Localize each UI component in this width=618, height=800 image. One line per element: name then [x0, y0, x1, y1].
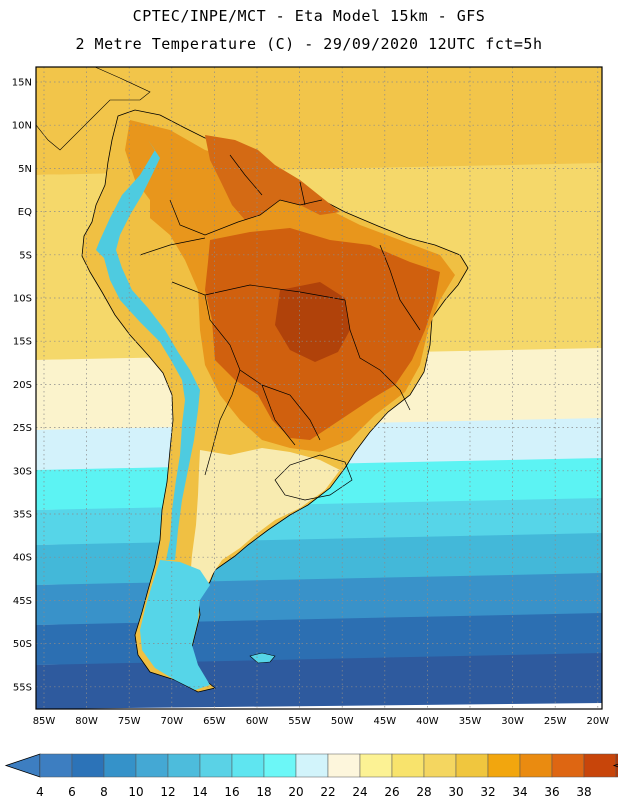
longitude-tick-label: 50W	[331, 716, 354, 727]
longitude-tick-label: 65W	[203, 716, 226, 727]
latitude-tick-label: 25S	[13, 423, 32, 434]
longitude-tick-label: 55W	[288, 716, 311, 727]
colorbar-swatch	[327, 753, 361, 778]
longitude-tick-label: 25W	[544, 716, 567, 727]
colorbar-label: 34	[512, 785, 527, 799]
latitude-tick-label: 30S	[13, 466, 32, 477]
colorbar-swatch	[295, 753, 329, 778]
colorbar-label: 10	[128, 785, 143, 799]
latitude-tick-label: 5S	[19, 250, 32, 261]
colorbar-label: 32	[480, 785, 495, 799]
colorbar-label: 20	[288, 785, 303, 799]
colorbar-label: 38	[576, 785, 591, 799]
longitude-tick-label: 45W	[373, 716, 396, 727]
latitude-axis: 15N 10N 5N EQ 5S 10S 15S 20S 25S 30S 35S 40S 45S 50S 5…	[12, 78, 32, 694]
latitude-tick-label: EQ	[18, 207, 32, 218]
colorbar-swatch	[135, 753, 169, 778]
latitude-tick-label: 45S	[13, 596, 32, 607]
patagonia-cold-zone	[140, 560, 210, 690]
colorbar-swatch	[359, 753, 393, 778]
central-america-land	[36, 67, 151, 151]
temperature-colorbar: 4 6 8 10 12 14 16 18 20 22 24 26 28 30 32 34 36 38	[4, 753, 618, 799]
colorbar-low-arrow	[4, 753, 41, 778]
colorbar-label: 8	[100, 785, 108, 799]
map-title-line-1: CPTEC/INPE/MCT - Eta Model 15km - GFS	[132, 7, 486, 25]
colorbar-swatch	[423, 753, 457, 778]
colorbar-swatch	[167, 753, 201, 778]
latitude-tick-label: 40S	[13, 553, 32, 564]
latitude-tick-label: 5N	[18, 164, 32, 175]
latitude-tick-label: 20S	[13, 380, 32, 391]
longitude-tick-label: 75W	[118, 716, 141, 727]
colorbar-label: 14	[192, 785, 207, 799]
colorbar-swatch	[231, 753, 265, 778]
colorbar-label: 6	[68, 785, 76, 799]
colorbar-swatch	[551, 753, 585, 778]
colorbar-label: 4	[36, 785, 44, 799]
longitude-tick-label: 70W	[160, 716, 183, 727]
longitude-tick-label: 40W	[416, 716, 439, 727]
longitude-axis: 85W 80W 75W 70W 65W 60W 55W 50W 45W 40W 35W 30W 25W 2…	[33, 716, 610, 727]
colorbar-swatch	[103, 753, 137, 778]
hottest-core-zone	[275, 282, 350, 362]
latitude-tick-label: 15S	[13, 337, 32, 348]
colorbar-label: 28	[416, 785, 431, 799]
latitude-tick-label: 10N	[12, 121, 32, 132]
latitude-tick-label: 35S	[13, 510, 32, 521]
latitude-tick-label: 55S	[13, 682, 32, 693]
latitude-tick-label: 10S	[13, 294, 32, 305]
longitude-tick-label: 85W	[33, 716, 56, 727]
colorbar-label: 16	[224, 785, 239, 799]
latitude-tick-label: 50S	[13, 639, 32, 650]
map-title-line-2: 2 Metre Temperature (C) - 29/09/2020 12U…	[75, 35, 543, 53]
longitude-tick-label: 80W	[75, 716, 98, 727]
colorbar-high-arrow	[612, 763, 618, 768]
northern-warm-zone	[205, 135, 340, 220]
longitude-tick-label: 60W	[246, 716, 269, 727]
longitude-tick-label: 30W	[501, 716, 524, 727]
colorbar-label: 24	[352, 785, 367, 799]
colorbar-swatch	[263, 753, 297, 778]
colorbar-swatch	[583, 753, 617, 778]
colorbar-swatch	[391, 753, 425, 778]
colorbar-swatch	[519, 753, 553, 778]
country-borders	[139, 154, 421, 501]
colorbar-swatch	[199, 753, 233, 778]
longitude-tick-label: 20W	[586, 716, 609, 727]
colorbar-swatch	[487, 753, 521, 778]
colorbar-label: 36	[544, 785, 559, 799]
longitude-tick-label: 35W	[459, 716, 482, 727]
colorbar-label: 26	[384, 785, 399, 799]
latitude-tick-label: 15N	[12, 78, 32, 89]
colorbar-label: 12	[160, 785, 175, 799]
southern-mild-zone	[190, 448, 340, 600]
colorbar-swatch	[39, 753, 73, 778]
colorbar-label: 22	[320, 785, 335, 799]
colorbar-label: 30	[448, 785, 463, 799]
colorbar-swatch	[71, 753, 105, 778]
map-frame	[35, 66, 603, 710]
colorbar-swatch	[455, 753, 489, 778]
colorbar-label: 18	[256, 785, 271, 799]
